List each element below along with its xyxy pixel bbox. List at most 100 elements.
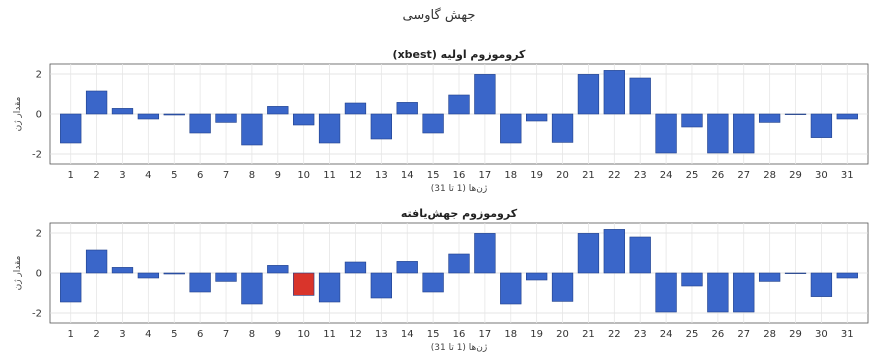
x-tick-label: 29	[789, 170, 802, 181]
bar-gene-30	[810, 272, 833, 297]
x-tick-label: 2	[93, 329, 99, 340]
x-tick-label: 25	[686, 329, 699, 340]
x-tick-label: 12	[349, 170, 362, 181]
bar-gene-18	[500, 113, 522, 144]
bar-gene-18	[500, 272, 522, 305]
y-tick-label: 0	[36, 269, 42, 280]
x-tick-label: 17	[479, 170, 492, 181]
x-tick-label: 26	[711, 170, 724, 181]
x-tick-label: 18	[504, 170, 517, 181]
bar-gene-6	[189, 272, 211, 293]
x-tick-label: 7	[223, 329, 229, 340]
y-tick-label: 2	[36, 70, 42, 81]
x-tick-label: 27	[737, 170, 750, 181]
x-tick-label: 14	[401, 329, 414, 340]
x-tick-label: 18	[504, 329, 517, 340]
x-tick-label: 20	[556, 329, 569, 340]
bar-gene-3	[111, 267, 134, 274]
bar-gene-5	[163, 272, 185, 275]
x-tick-label: 3	[119, 170, 125, 181]
chart-panel-2: 1 2 3 4 5 6 7 8 9 10 11 12 13 14 15 16 17 18 19 20 21 22 23 24 2…	[13, 207, 869, 353]
bar-gene-22	[603, 229, 625, 274]
x-tick-label: 10	[297, 170, 310, 181]
x-tick-label: 10	[297, 329, 310, 340]
bar-gene-9	[267, 265, 289, 274]
x-tick-label: 9	[275, 329, 281, 340]
bar-gene-25	[681, 113, 703, 128]
x-tick-label: 20	[556, 170, 569, 181]
x-tick-label: 13	[375, 170, 388, 181]
bar-gene-17	[474, 233, 496, 274]
bar-gene-7	[215, 272, 237, 282]
chart-title: کروموزوم اولیه (xbest)	[393, 48, 526, 61]
x-tick-label: 30	[815, 329, 828, 340]
bar-gene-3	[111, 108, 134, 115]
x-tick-label: 1	[68, 329, 74, 340]
bar-gene-20	[551, 113, 574, 143]
y-tick-label: 2	[36, 229, 42, 240]
x-axis-label: ژن‌ها (1 تا 31)	[431, 343, 488, 353]
bar-gene-10	[293, 272, 315, 296]
bar-gene-31	[836, 113, 858, 120]
bar-gene-21	[577, 74, 600, 115]
bar-gene-19	[526, 113, 548, 122]
bar-gene-27	[733, 272, 755, 313]
x-tick-label: 9	[275, 170, 281, 181]
y-tick-label: -2	[32, 150, 42, 161]
bar-gene-20	[551, 272, 574, 302]
y-tick-label: -2	[32, 309, 42, 320]
x-tick-label: 23	[634, 170, 647, 181]
x-tick-label: 19	[530, 170, 543, 181]
bar-gene-8	[241, 113, 263, 146]
bar-gene-11	[318, 113, 341, 144]
x-tick-label: 8	[249, 329, 255, 340]
figure-title: جهش گاوسی	[402, 8, 476, 23]
x-tick-label: 29	[789, 329, 802, 340]
bar-gene-12	[344, 102, 367, 115]
bar-gene-8	[241, 272, 263, 305]
bar-gene-29	[784, 113, 807, 115]
x-tick-label: 25	[686, 170, 699, 181]
bar-gene-17	[474, 74, 496, 115]
bar-gene-13	[370, 272, 392, 299]
bar-gene-21	[577, 233, 600, 274]
x-tick-label: 23	[634, 329, 647, 340]
bar-gene-22	[603, 70, 625, 115]
bar-gene-12	[344, 261, 367, 274]
x-tick-label: 11	[323, 329, 336, 340]
y-axis-label: مقدار ژن	[13, 255, 23, 290]
x-tick-label: 15	[427, 329, 440, 340]
x-tick-label: 3	[119, 329, 125, 340]
x-axis-label: ژن‌ها (1 تا 31)	[431, 184, 488, 194]
x-tick-label: 5	[171, 170, 177, 181]
bar-gene-23	[629, 77, 651, 115]
y-axis-label: مقدار ژن	[13, 96, 23, 131]
bar-gene-13	[370, 113, 392, 140]
x-tick-label: 4	[145, 170, 151, 181]
x-tick-label: 11	[323, 170, 336, 181]
bar-gene-14	[396, 102, 418, 115]
bar-gene-2	[85, 249, 108, 274]
x-tick-label: 21	[582, 329, 595, 340]
bar-gene-16	[448, 253, 470, 274]
x-tick-label: 22	[608, 170, 621, 181]
x-tick-label: 7	[223, 170, 229, 181]
x-tick-label: 27	[737, 329, 750, 340]
chart-panel-1: 1 2 3 4 5 6 7 8 9 10 11 12 13 14 15 16 17 18 19 20 21 22 23 24 2…	[13, 48, 869, 194]
x-tick-label: 31	[841, 170, 854, 181]
bar-gene-4	[137, 272, 160, 279]
bar-gene-24	[655, 113, 677, 154]
bar-gene-4	[137, 113, 160, 120]
x-tick-label: 19	[530, 329, 543, 340]
x-tick-label: 28	[763, 170, 776, 181]
bar-gene-27	[733, 113, 755, 154]
bar-gene-26	[707, 272, 729, 313]
bar-gene-15	[422, 272, 444, 293]
bar-gene-10	[293, 113, 315, 126]
x-tick-label: 24	[660, 329, 673, 340]
y-tick-label: 0	[36, 110, 42, 121]
x-tick-label: 1	[68, 170, 74, 181]
bar-gene-2	[85, 90, 108, 115]
bar-gene-7	[215, 113, 237, 123]
